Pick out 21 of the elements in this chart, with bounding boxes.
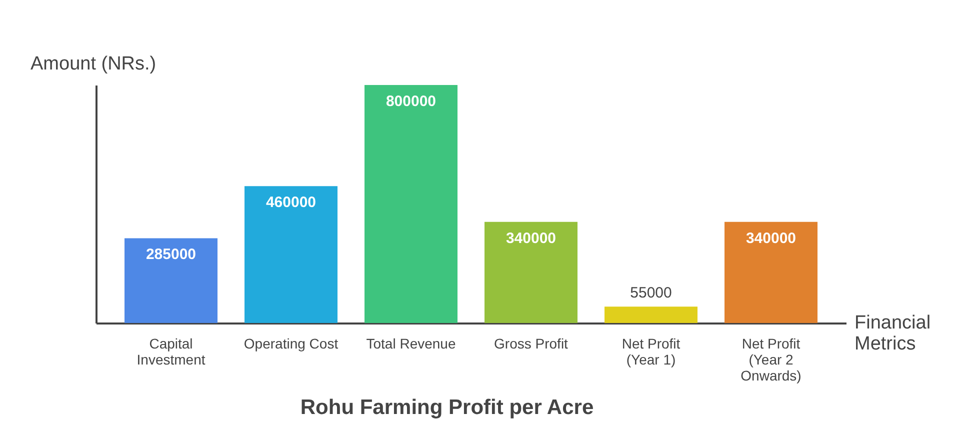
x-tick-label: Capital Investment [136, 336, 206, 368]
data-label: 340000 [746, 230, 796, 247]
data-label: 55000 [630, 284, 672, 302]
y-axis-title: Amount (NRs.) [30, 54, 156, 74]
data-label: 460000 [266, 194, 316, 212]
x-tick-label: Net Profit (Year 1) [622, 336, 680, 368]
data-label: 340000 [506, 230, 556, 247]
text: Rohu Farming Profit per Acre [300, 396, 594, 419]
bar [124, 238, 218, 323]
data-label: 285000 [146, 246, 196, 264]
bar [244, 186, 338, 323]
x-tick-label: Net Profit (Year 2 Onwards) [740, 336, 802, 384]
bar [724, 222, 818, 323]
x-tick-label: Gross Profit [494, 336, 568, 352]
bar [484, 222, 578, 323]
bar [604, 306, 698, 323]
data-label: 800000 [386, 93, 436, 110]
x-axis-title: Financial Metrics [854, 312, 931, 354]
x-tick-label: Total Revenue [366, 336, 456, 352]
x-tick-label: Operating Cost [244, 336, 338, 352]
bar [364, 85, 458, 323]
